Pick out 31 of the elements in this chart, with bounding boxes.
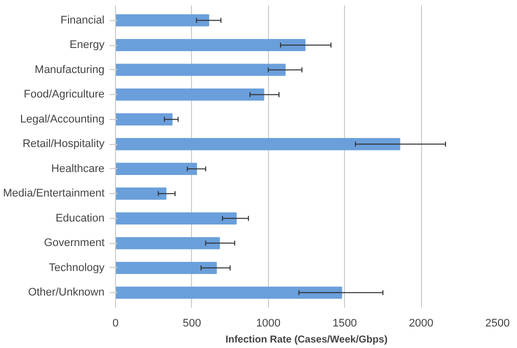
y-tick-label: Energy (70, 39, 105, 52)
y-tick-label: Food/Agriculture (24, 88, 105, 101)
bar (116, 237, 220, 250)
x-tick-label: 2500 (485, 318, 510, 330)
bar (116, 64, 286, 76)
bar (116, 212, 237, 224)
x-tick-label: 500 (182, 318, 202, 330)
bar (116, 262, 217, 274)
bar (116, 14, 210, 26)
y-tick-label: Manufacturing (34, 64, 105, 76)
y-tick-label: Other/Unknown (28, 286, 105, 299)
bar (116, 188, 166, 200)
x-tick-label: 1500 (332, 318, 357, 330)
y-tick-label: Retail/Hospitality (22, 138, 105, 150)
bar (116, 39, 306, 52)
x-tick-label: 2000 (408, 318, 434, 330)
y-tick-label: Financial (60, 14, 105, 26)
y-tick-label: Legal/Accounting (20, 113, 105, 126)
x-tick-label: 1000 (256, 318, 281, 330)
bar (116, 286, 342, 299)
bar (116, 138, 400, 150)
x-axis-title: Infection Rate (Cases/Week/Gbps) (225, 334, 388, 346)
bar (116, 88, 264, 101)
y-tick-label: Technology (48, 262, 105, 274)
y-tick-label: Media/Entertainment (3, 188, 104, 200)
x-tick-label: 0 (112, 318, 119, 330)
y-tick-label: Education (56, 212, 105, 224)
bar (116, 113, 173, 126)
bar (116, 162, 197, 175)
y-tick-label: Government (44, 237, 105, 250)
y-tick-label: Healthcare (51, 162, 105, 175)
